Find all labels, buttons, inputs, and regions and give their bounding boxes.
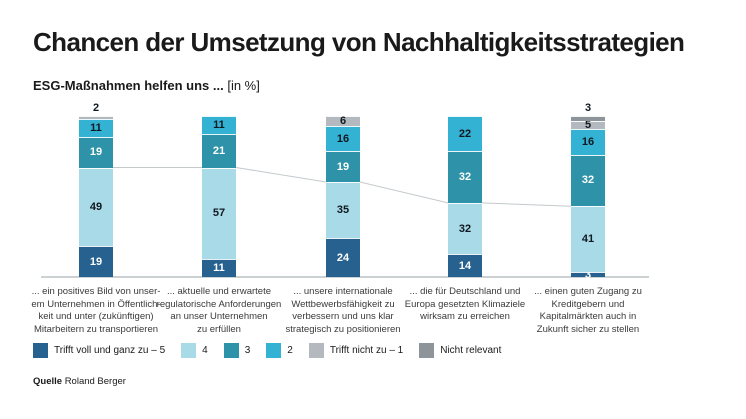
segment-value-label: 11 <box>213 118 225 131</box>
bar-segment: 11 <box>79 119 113 137</box>
bar-segment: 22 <box>448 116 482 152</box>
category-label: ... die für Deutschland und Europa gesetz… <box>404 286 526 322</box>
page-title: Chancen der Umsetzung von Nachhaltigkeit… <box>33 27 685 57</box>
segment-value-label: 21 <box>212 144 226 157</box>
bar-segment: 21 <box>202 133 236 168</box>
segment-value-label: 35 <box>336 204 350 217</box>
legend-item: Trifft voll und ganz zu – 5 <box>33 343 165 358</box>
legend-label: 3 <box>244 345 251 356</box>
bar-segment: 35 <box>326 182 360 239</box>
bar-column: 19 49 19 11 2 <box>79 101 113 277</box>
segment-value-label: 3 <box>584 102 592 114</box>
segment-value-label: 5 <box>584 118 592 131</box>
bar-segment: 32 <box>448 151 482 203</box>
bar-segment: 11 <box>202 116 236 134</box>
bar-segment: 49 <box>79 167 113 247</box>
segment-value-label: 16 <box>581 135 595 148</box>
segment-value-label: 19 <box>89 146 103 159</box>
bar-column: 14 32 32 22 <box>448 101 482 277</box>
segment-value-label: 11 <box>90 122 102 135</box>
segment-value-label: 6 <box>339 114 347 127</box>
bar-column: 11 57 21 11 <box>202 101 236 277</box>
legend-item: 3 <box>223 343 251 358</box>
legend-color-swatch <box>266 343 282 358</box>
bar-segment: 32 <box>448 202 482 255</box>
legend-item: Nicht relevant <box>419 343 501 358</box>
source-note: Quelle Roland Berger <box>33 376 126 387</box>
bar-segment: 41 <box>571 206 605 273</box>
bar-segment: 6 <box>326 114 360 127</box>
subtitle-unit: [in %] <box>227 78 260 93</box>
source-value: Roland Berger <box>64 376 126 387</box>
legend-label: Trifft voll und ganz zu – 5 <box>54 345 166 356</box>
bar-segment: 11 <box>202 259 236 277</box>
segment-value-label: 11 <box>213 262 225 275</box>
legend-label: 2 <box>287 345 293 356</box>
bar-segment: 16 <box>326 125 360 152</box>
legend-color-swatch <box>308 343 324 358</box>
bar-segment: 32 <box>571 154 605 207</box>
segment-value-label: 19 <box>89 255 103 268</box>
bar-segment: 3 <box>571 269 605 280</box>
segment-value-label: 3 <box>584 268 592 281</box>
category-label: ... ein positives Bild von unser-em Unte… <box>31 286 161 335</box>
chart-legend: Trifft voll und ganz zu – 5 4 3 2 Trifft nic… <box>33 343 501 358</box>
source-label: Quelle <box>33 376 63 387</box>
legend-item: 4 <box>181 343 208 358</box>
legend-color-swatch <box>419 343 435 358</box>
bar-segment <box>79 116 113 120</box>
bar-segment <box>571 116 605 121</box>
legend-item: 2 <box>266 343 293 358</box>
segment-value-label: 19 <box>336 160 350 173</box>
bar-column: 24 35 19 16 6 <box>326 101 360 277</box>
legend-label: 4 <box>202 345 208 356</box>
segment-value-label: 16 <box>336 132 350 145</box>
legend-label: Nicht relevant <box>440 345 502 356</box>
bar-column: 3 41 32 16 5 3 <box>571 101 605 280</box>
segment-value-label: 49 <box>89 200 103 213</box>
segment-value-label: 32 <box>458 222 472 235</box>
legend-color-swatch <box>181 343 197 358</box>
subtitle-text: ESG-Maßnahmen helfen uns ... <box>33 78 224 93</box>
bar-segment: 16 <box>571 128 605 155</box>
bar-segment: 19 <box>326 151 360 183</box>
legend-label: Trifft nicht zu – 1 <box>329 345 404 356</box>
category-label: ... einen guten Zugang zu Kreditgebern un… <box>534 286 642 335</box>
segment-value-label: 14 <box>458 259 472 272</box>
segment-value-label: 32 <box>458 171 472 184</box>
segment-value-label: 24 <box>336 251 350 264</box>
bar-segment: 19 <box>79 246 113 277</box>
bar-segment: 19 <box>79 136 113 168</box>
bar-segment: 5 <box>571 118 605 131</box>
legend-color-swatch <box>223 343 239 358</box>
stacked-bar-chart: 19 49 19 11 2 11 57 21 11 24 35 19 16 6 14 32 32 22 3 41 32 1… <box>0 100 746 285</box>
bar-segment: 57 <box>202 167 236 260</box>
bar-segment: 24 <box>326 238 360 277</box>
category-label: ... aktuelle und erwartete regulatorische… <box>156 286 282 335</box>
category-labels-row: ... ein positives Bild von unser-em Unte… <box>0 286 746 338</box>
segment-value-label: 2 <box>92 102 100 114</box>
segment-value-label: 41 <box>581 233 595 246</box>
category-label: ... unsere internationale Wettbewerbsfähi… <box>285 286 401 335</box>
legend-item: Trifft nicht zu – 1 <box>308 343 404 358</box>
segment-value-label: 22 <box>458 127 472 140</box>
segment-value-label: 32 <box>581 174 595 187</box>
segment-value-label: 57 <box>212 207 226 220</box>
bar-segment: 14 <box>448 254 482 277</box>
legend-color-swatch <box>33 343 48 358</box>
chart-subtitle: ESG-Maßnahmen helfen uns ... [in %] <box>33 78 260 93</box>
